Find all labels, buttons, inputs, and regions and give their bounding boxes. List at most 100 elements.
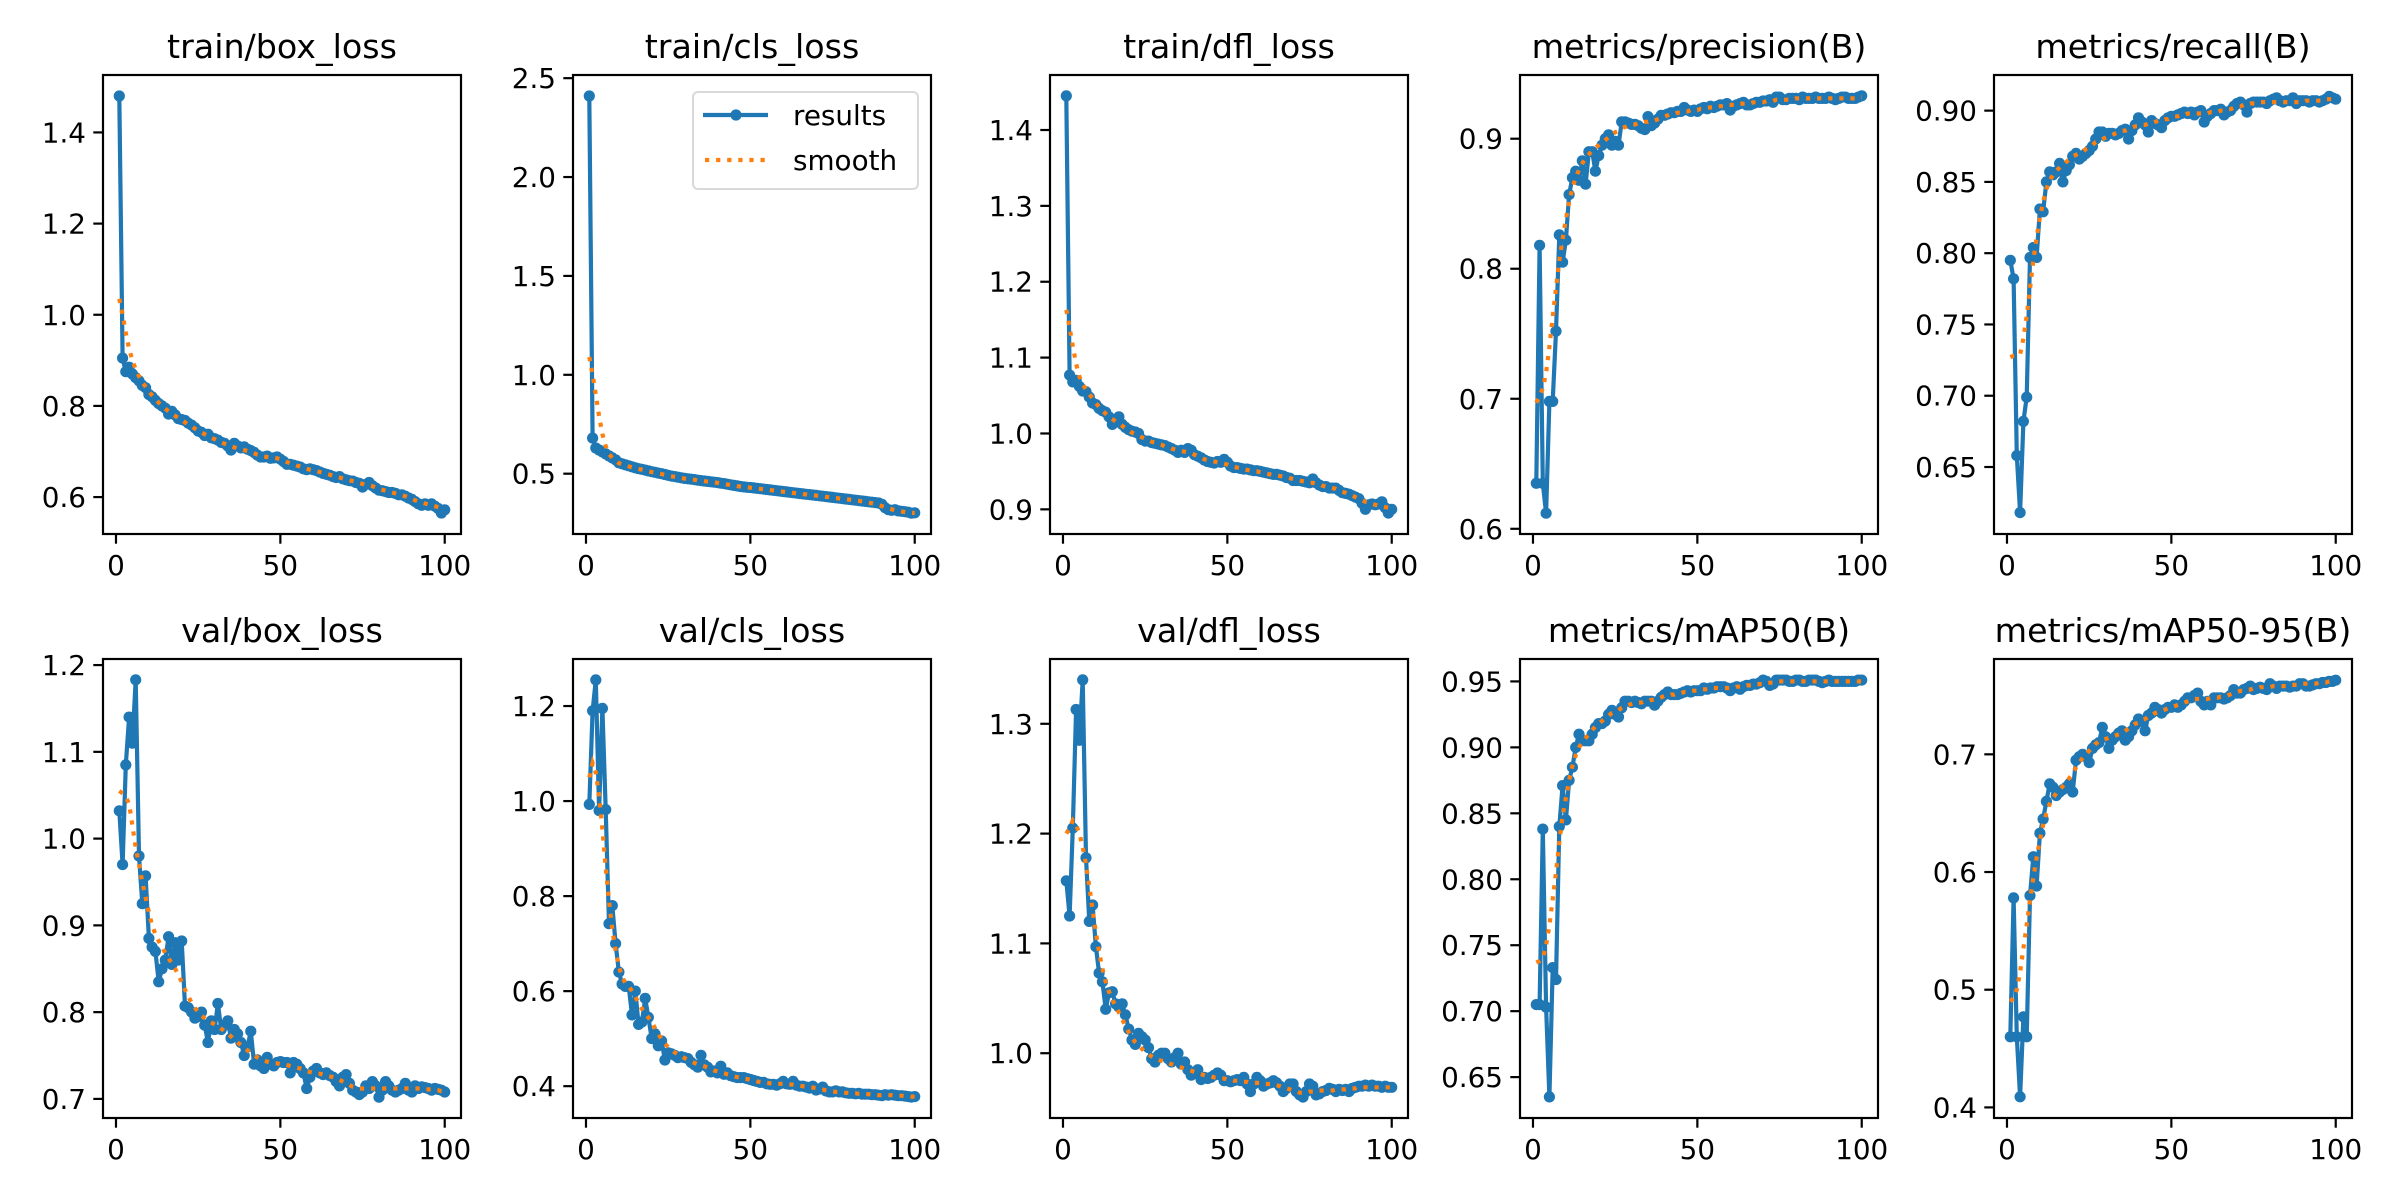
results-point	[909, 1091, 921, 1103]
subplot-title: val/cls_loss	[659, 611, 845, 650]
y-tick-label: 0.95	[1441, 665, 1503, 698]
y-tick-label: 1.4	[989, 114, 1033, 147]
results-point	[2017, 1011, 2029, 1023]
results-point	[639, 992, 651, 1004]
y-tick-label: 1.0	[989, 1037, 1033, 1070]
x-tick-label: 50	[1680, 549, 1715, 582]
subplot-metrics-map50-b-: metrics/mAP50(B) 0 50 100 0.65 0.70 0.75 0.80 0.…	[1441, 611, 1888, 1166]
plot-area	[2004, 90, 2342, 519]
subplot-title: metrics/mAP50(B)	[1548, 611, 1850, 650]
y-tick-label: 0.85	[1915, 166, 1977, 199]
results-point	[241, 1041, 254, 1053]
subplot-title: train/box_loss	[167, 27, 397, 66]
y-tick-label: 1.1	[42, 736, 86, 769]
y-tick-label: 0.80	[1915, 237, 1977, 270]
y-tick-label: 1.0	[989, 417, 1033, 450]
results-point	[2021, 1031, 2033, 1043]
results-point	[1060, 90, 1072, 102]
y-tick-label: 0.6	[42, 481, 86, 514]
x-tick-label: 50	[263, 549, 298, 582]
x-tick-label: 100	[418, 549, 471, 582]
results-point	[245, 1025, 257, 1037]
results-point	[695, 1049, 707, 1061]
results-point	[130, 674, 142, 686]
axes-frame	[1992, 73, 2354, 536]
subplot-title: metrics/mAP50-95(B)	[1995, 611, 2352, 650]
y-tick-label: 0.65	[1441, 1061, 1503, 1094]
x-tick-label: 0	[1524, 1133, 1542, 1166]
subplot-title: metrics/recall(B)	[2035, 27, 2310, 66]
results-point	[1060, 875, 1072, 887]
results-point	[1067, 822, 1079, 834]
axes-frame	[101, 657, 463, 1120]
results-point	[1550, 325, 1562, 337]
y-tick-label: 1.0	[42, 823, 86, 856]
y-tick-label: 1.4	[42, 116, 86, 149]
results-point	[2021, 391, 2033, 403]
results-point	[212, 997, 224, 1010]
y-tick-label: 2.5	[512, 62, 556, 95]
y-tick-label: 0.9	[42, 909, 86, 942]
y-tick-label: 0.8	[512, 880, 556, 913]
y-tick-label: 0.8	[1459, 253, 1503, 286]
y-tick-label: 0.85	[1441, 797, 1503, 830]
subplot-val-box-loss: val/box_loss 0 50 100 0.7 0.8 0.9 1.0 1.1 1.2	[42, 611, 471, 1166]
y-tick-label: 1.0	[512, 785, 556, 818]
y-tick-label: 0.7	[1933, 738, 1977, 771]
smooth-line	[587, 356, 915, 516]
y-tick-label: 0.9	[989, 493, 1033, 526]
x-tick-label: 0	[1998, 1133, 2016, 1166]
legend: results smooth	[692, 91, 919, 190]
results-point	[596, 702, 609, 715]
results-point	[1070, 703, 1082, 716]
results-point	[126, 737, 138, 749]
results-point	[2096, 721, 2108, 733]
plot-area	[583, 674, 921, 1103]
results-point	[113, 805, 125, 817]
x-tick-label: 100	[2309, 549, 2362, 582]
y-tick-label: 0.6	[512, 975, 556, 1008]
axes-frame	[1518, 73, 1880, 536]
y-tick-label: 0.4	[512, 1070, 556, 1103]
legend-label-results: results	[793, 99, 886, 132]
results-point	[587, 705, 599, 717]
results-point	[1116, 998, 1128, 1010]
y-tick-label: 0.6	[1933, 856, 1977, 889]
results-point	[2027, 241, 2039, 254]
results-point	[340, 1069, 352, 1081]
results-point	[172, 954, 184, 966]
x-tick-label: 100	[1835, 1133, 1888, 1166]
x-tick-label: 50	[263, 1133, 298, 1166]
axes-frame	[1048, 657, 1410, 1120]
results-point	[1537, 477, 1549, 489]
results-point	[1612, 139, 1625, 151]
results-point	[1192, 1064, 1204, 1076]
results-point	[2011, 1031, 2023, 1043]
results-point	[1537, 823, 1549, 835]
y-tick-label: 1.3	[989, 190, 1033, 223]
legend-results-marker-icon	[730, 109, 742, 121]
results-point	[2017, 415, 2029, 427]
results-point	[2330, 93, 2342, 105]
y-tick-label: 1.2	[512, 690, 556, 723]
results-point	[2123, 133, 2135, 145]
y-tick-label: 0.70	[1441, 995, 1503, 1028]
results-point	[2067, 786, 2079, 798]
x-tick-label: 100	[888, 549, 941, 582]
y-tick-label: 0.80	[1441, 863, 1503, 896]
results-point	[1307, 1080, 1319, 1092]
plot-area	[583, 90, 921, 519]
y-tick-label: 0.70	[1915, 380, 1977, 413]
x-tick-label: 50	[1210, 549, 1245, 582]
results-point	[1083, 915, 1095, 928]
results-point	[587, 432, 599, 444]
subplot-train-box-loss: train/box_loss 0 50 100 0.6 0.8 1.0 1.2 1.4	[42, 27, 471, 582]
results-point	[1100, 1003, 1112, 1015]
results-point	[1543, 1091, 1555, 1103]
results-point	[195, 1006, 208, 1018]
y-tick-label: 0.6	[1459, 513, 1503, 546]
results-point	[149, 945, 161, 958]
y-tick-label: 0.90	[1441, 731, 1503, 764]
results-point	[2014, 1091, 2026, 1103]
